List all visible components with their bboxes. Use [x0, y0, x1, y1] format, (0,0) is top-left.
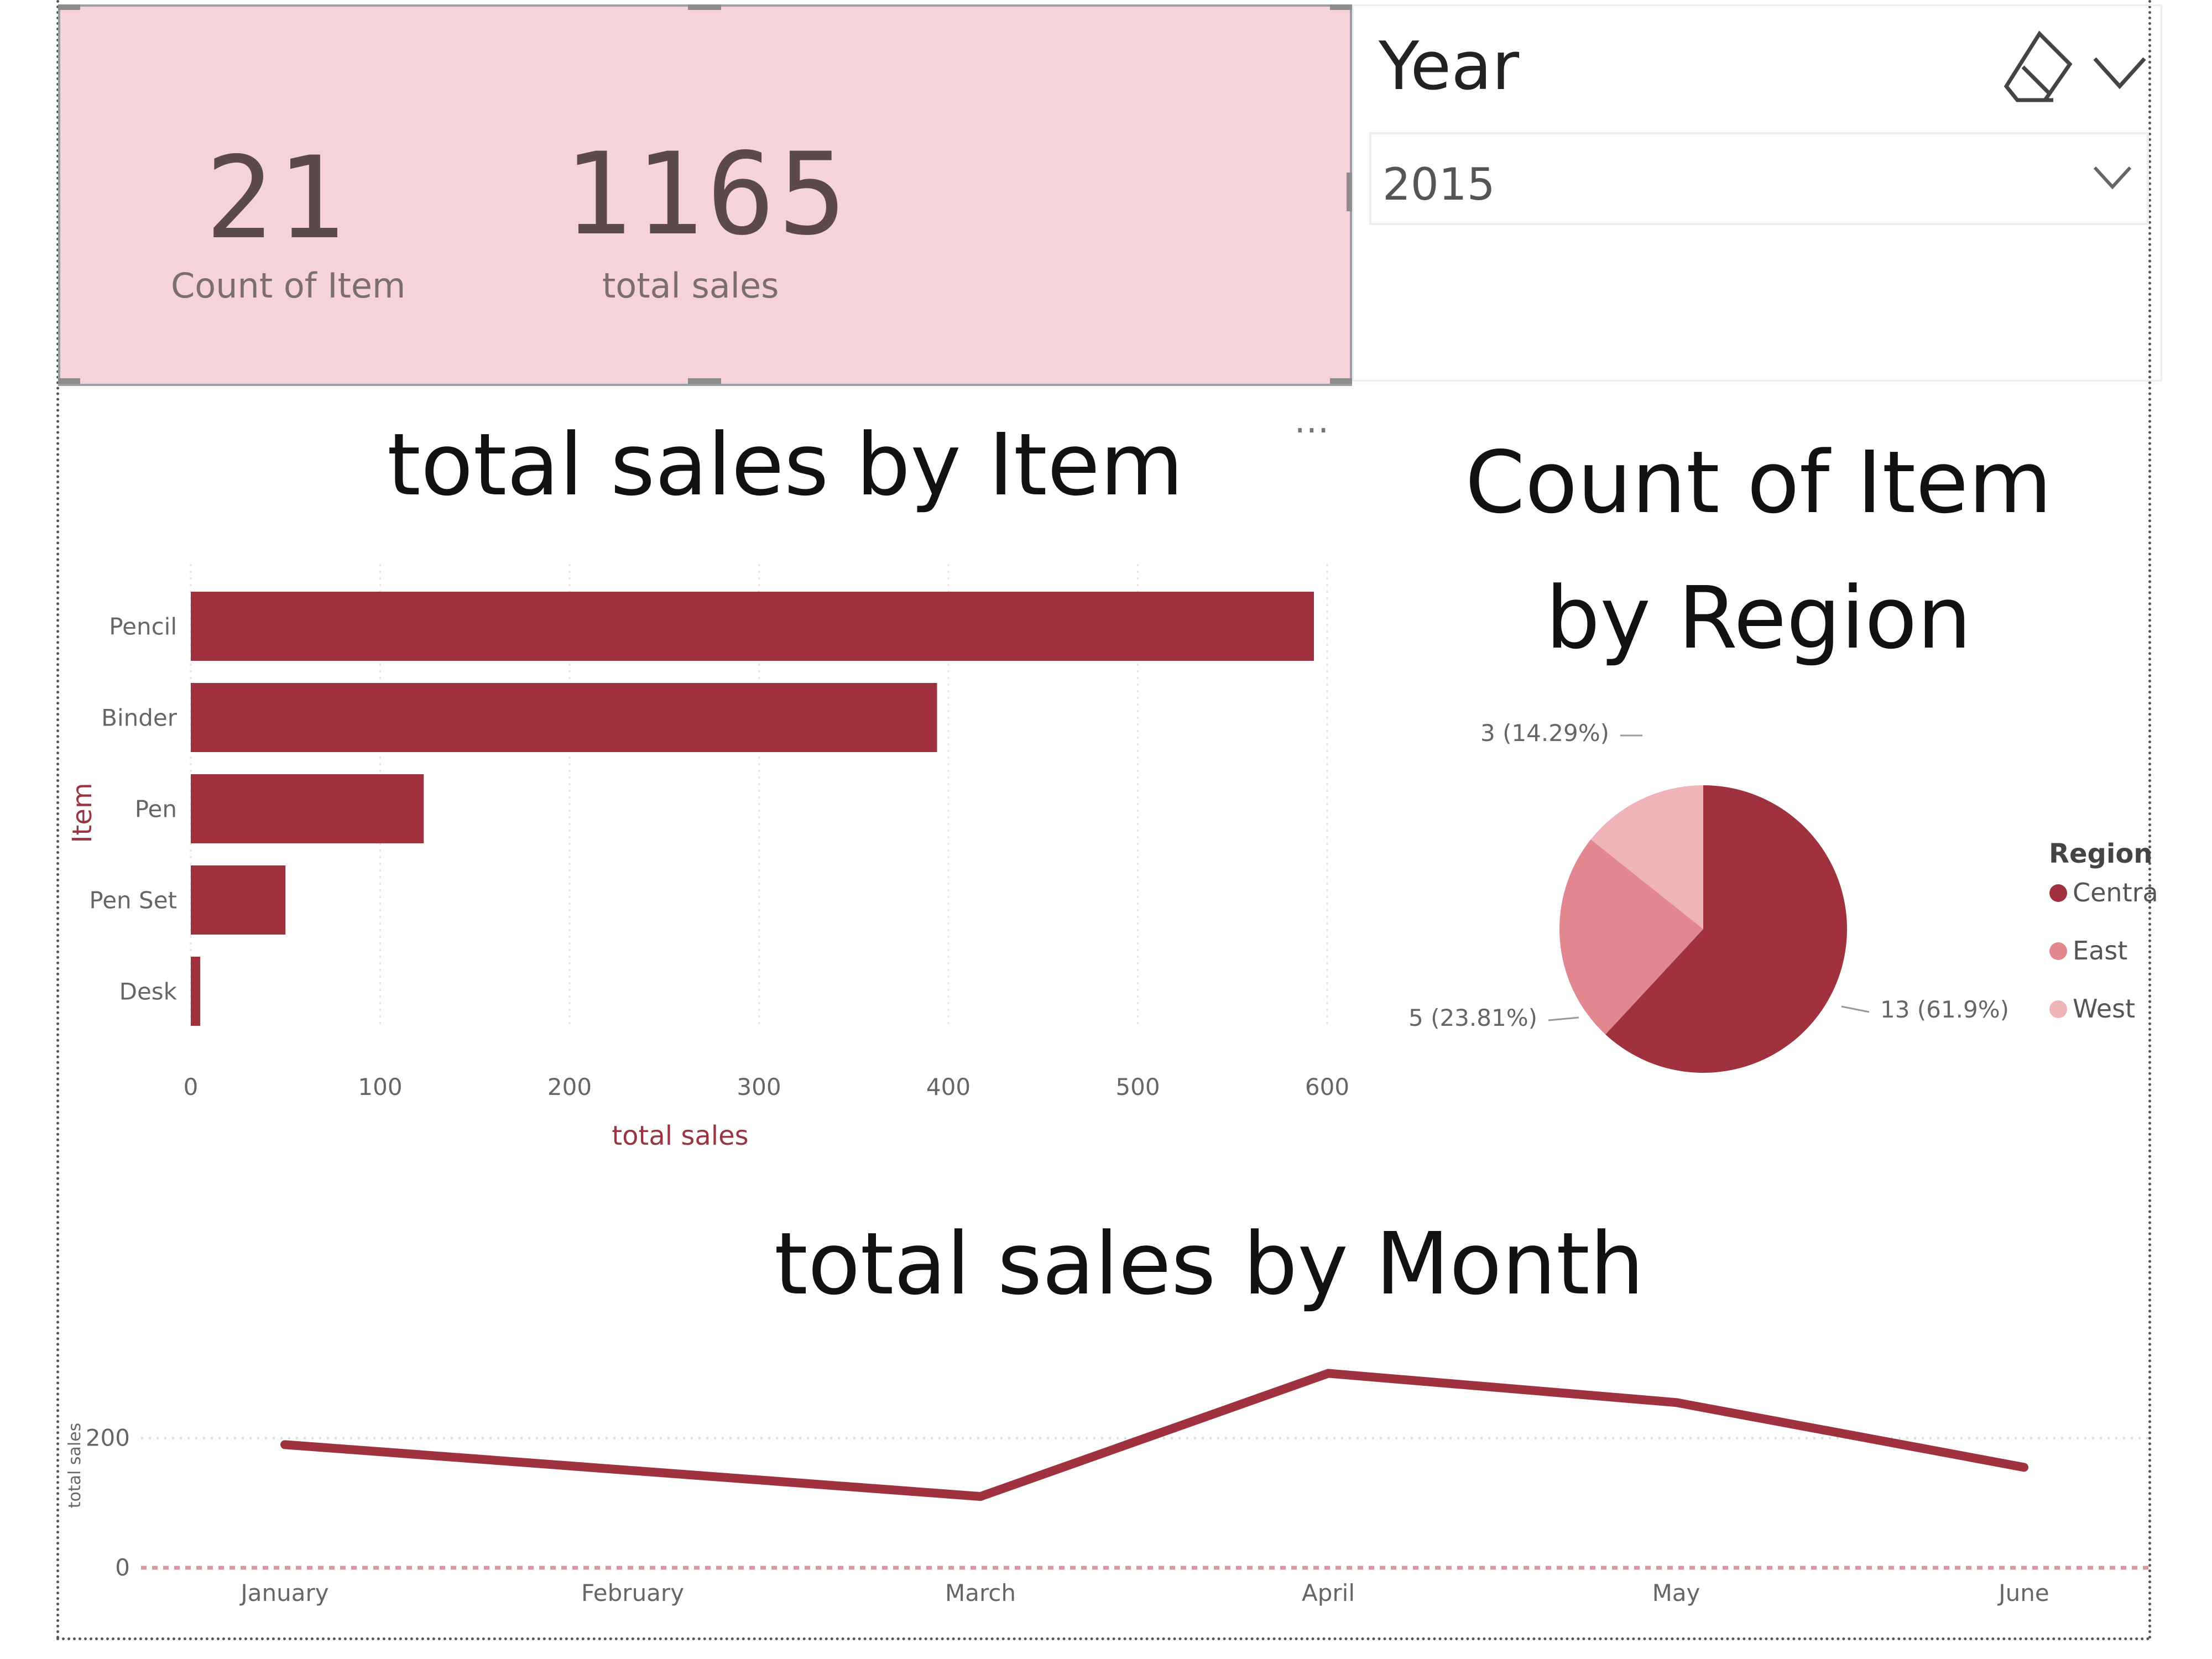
resize-handle-right[interactable]	[1347, 173, 1352, 211]
more-options-icon[interactable]: ⋯	[1294, 409, 1332, 450]
resize-handle-top[interactable]	[688, 4, 721, 10]
count-of-item-label: Count of Item	[171, 265, 406, 306]
pie-slice-central[interactable]	[1605, 785, 1847, 1073]
selected-year: 2015	[1383, 159, 1495, 210]
bar-x-tick-label: 400	[926, 1073, 971, 1100]
legend-marker-central	[2049, 884, 2067, 902]
bar-chart-title: total sales by Item	[387, 415, 1184, 515]
pie-data-label: 3 (14.29%)	[1480, 719, 1609, 747]
count-of-item-value: 21	[205, 133, 348, 264]
bar-y-tick-label: Pen	[135, 796, 177, 823]
resize-handle-top-right[interactable]	[1330, 4, 1352, 10]
line-x-tick-label: March	[945, 1579, 1016, 1606]
legend-marker-west	[2049, 1000, 2067, 1018]
pie-slice-east[interactable]	[1559, 839, 1703, 1035]
bar-y-tick-label: Desk	[119, 978, 178, 1005]
pie-leader-line	[1841, 1005, 1870, 1013]
resize-handle-bottom-right[interactable]	[1330, 378, 1352, 384]
bar-pen[interactable]	[191, 774, 424, 843]
bar-x-tick-label: 600	[1305, 1073, 1349, 1100]
pie-data-label: 13 (61.9%)	[1880, 996, 2009, 1023]
total-sales-label: total sales	[602, 265, 779, 306]
resize-handle-bottom[interactable]	[688, 378, 721, 384]
legend-item-east[interactable]: East	[2073, 936, 2127, 966]
bar-y-tick-label: Binder	[101, 705, 178, 732]
chevron-down-icon[interactable]	[2089, 53, 2150, 92]
bar-pencil[interactable]	[191, 592, 1314, 661]
line-x-tick-label: June	[1997, 1579, 2049, 1606]
pie-legend-title: Region	[2049, 838, 2152, 869]
bar-y-axis-title: Item	[67, 782, 98, 843]
bar-x-tick-label: 200	[547, 1073, 592, 1100]
pie-chart-title: Count of Item by Region	[1465, 432, 2052, 668]
line-x-tick-label: January	[239, 1579, 328, 1606]
bar-chart[interactable]: 0 100 200 300 400 500 600 Pencil Binder Pen Pen Se…	[58, 531, 1374, 1172]
line-x-tick-label: April	[1302, 1579, 1355, 1606]
bar-x-axis-title: total sales	[612, 1120, 748, 1151]
legend-marker-east	[2049, 942, 2067, 960]
bar-desk[interactable]	[191, 957, 201, 1026]
kpi-card[interactable]: 21 Count of Item 1165 total sales	[58, 4, 1352, 386]
bar-binder[interactable]	[191, 683, 937, 752]
year-slicer[interactable]: Year 2015	[1352, 4, 2162, 382]
pie-leader-line	[1548, 1016, 1579, 1021]
year-dropdown[interactable]: 2015	[1369, 132, 2149, 225]
line-y-tick-label: 0	[115, 1554, 130, 1581]
bar-x-tick-label: 0	[184, 1073, 199, 1100]
pie-slice-west[interactable]	[1590, 785, 1703, 929]
report-canvas	[56, 0, 2151, 1640]
slicer-title: Year	[1379, 28, 1520, 105]
pie-chart[interactable]: 13 (61.9%) 5 (23.81%) 3 (14.29%) Region Cent…	[1383, 686, 2157, 1183]
line-chart-title: total sales by Month	[774, 1214, 1645, 1314]
bar-y-tick-label: Pen Set	[89, 887, 177, 914]
line-x-tick-label: February	[581, 1579, 684, 1606]
eraser-icon[interactable]	[2001, 28, 2078, 111]
bar-x-tick-label: 100	[358, 1073, 402, 1100]
resize-handle-top-left[interactable]	[58, 4, 80, 10]
line-y-tick-label: 200	[86, 1425, 130, 1452]
dropdown-chevron-icon	[2093, 166, 2132, 190]
line-x-tick-label: May	[1652, 1579, 1700, 1606]
bar-y-tick-label: Pencil	[109, 613, 177, 640]
legend-item-west[interactable]: West	[2073, 994, 2135, 1024]
bar-x-tick-label: 300	[737, 1073, 781, 1100]
pie-data-label: 5 (23.81%)	[1408, 1004, 1537, 1031]
total-sales-value: 1165	[564, 129, 850, 260]
resize-handle-bottom-left[interactable]	[58, 378, 80, 384]
line-series[interactable]	[280, 1369, 2028, 1501]
bar-x-tick-label: 500	[1115, 1073, 1160, 1100]
line-y-axis-title: total sales	[65, 1423, 85, 1509]
bar-pen-set[interactable]	[191, 865, 286, 935]
legend-item-central[interactable]: Central	[2073, 878, 2157, 907]
